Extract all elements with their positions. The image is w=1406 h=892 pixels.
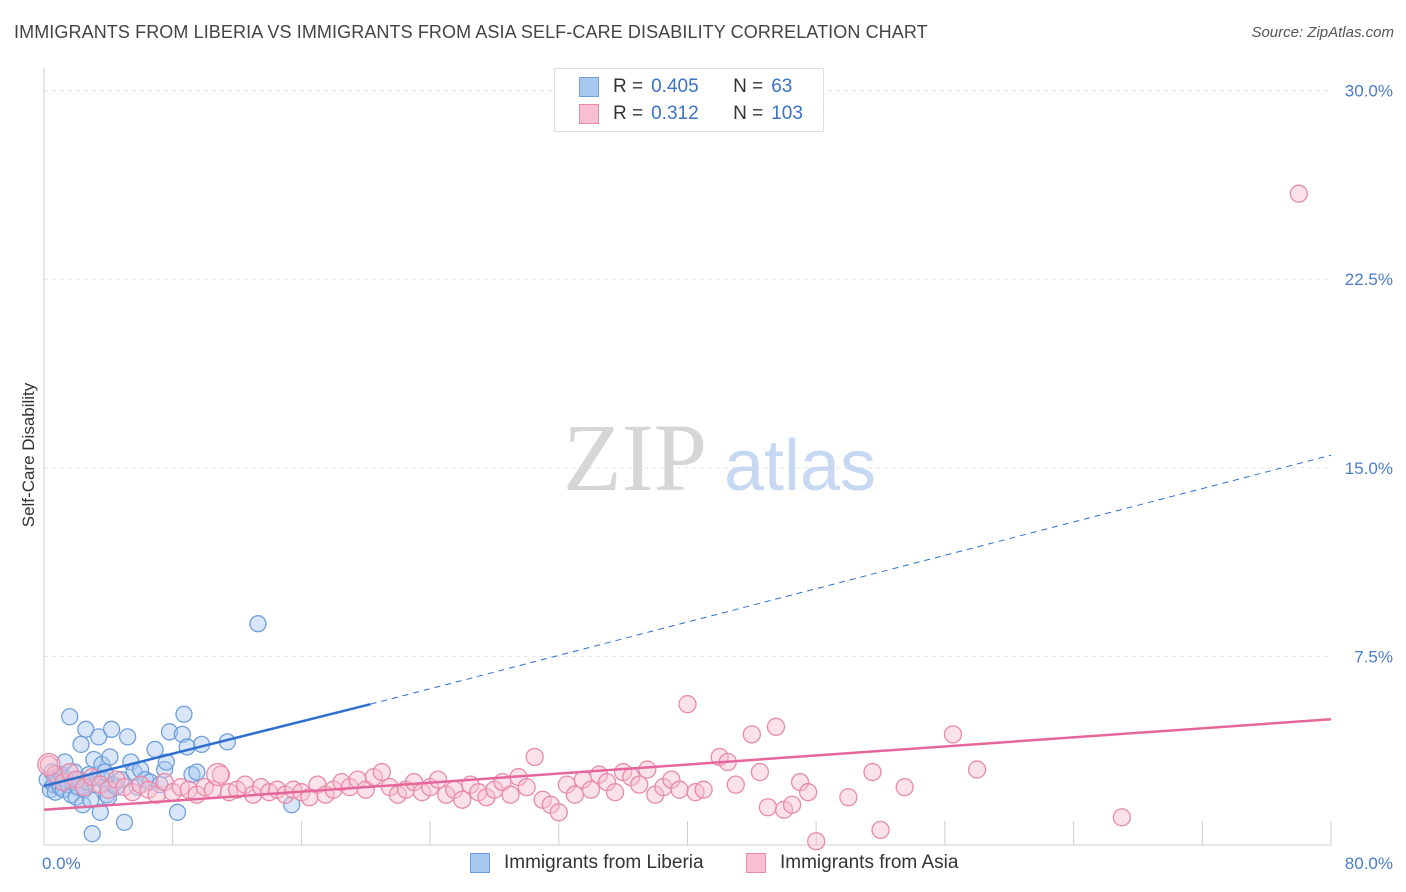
asia-point (678, 695, 697, 714)
legend-n-value: 63 (771, 76, 793, 97)
asia-point (39, 755, 58, 774)
asia-point (1112, 808, 1132, 827)
tick-labels: 7.5% 15.0% 22.5% 30.0% 0.0% 80.0% (42, 82, 1393, 873)
asia-point (581, 780, 601, 799)
legend-n-label: N = (733, 76, 764, 97)
series-legend: Immigrants from Liberia Immigrants from … (0, 852, 1406, 878)
asia-point (758, 798, 778, 817)
legend-row-liberia: R = 0.405 N = 63 (579, 75, 792, 99)
source-label: Source: ZipAtlas.com (1251, 24, 1394, 41)
asia-point (782, 795, 802, 814)
asia-point (501, 785, 520, 804)
liberia-point (91, 803, 109, 821)
asia-point (428, 770, 448, 789)
liberia-point (160, 723, 179, 741)
asia-point (206, 762, 230, 787)
legend-swatch-liberia (579, 77, 599, 97)
legend-item-asia[interactable]: Immigrants from Asia (746, 852, 958, 874)
liberia-point (90, 728, 108, 746)
liberia-point (61, 708, 79, 726)
legend-r-label: R = (613, 76, 644, 97)
liberia-point (102, 720, 121, 738)
legend-label-liberia: Immigrants from Liberia (504, 852, 704, 873)
legend-n-value: 103 (771, 103, 803, 124)
asia-point (565, 785, 585, 804)
watermark-zip: ZIP (563, 404, 707, 511)
watermark: ZIP atlas (563, 404, 876, 511)
liberia-point (101, 748, 119, 766)
x-tick-label: 80.0% (1345, 854, 1393, 873)
liberia-point (175, 705, 193, 723)
asia-point (871, 820, 890, 840)
liberia-point (283, 796, 301, 814)
asia-point (726, 775, 745, 794)
liberia-point (83, 825, 101, 843)
asia-point (694, 780, 713, 799)
asia-point (453, 790, 472, 809)
asia-point (1289, 184, 1308, 203)
stats-legend: R = 0.405 N = 63 R = 0.312 N = 103 (554, 68, 824, 132)
liberia-point (157, 753, 175, 771)
legend-label-asia: Immigrants from Asia (780, 852, 959, 873)
asia-point (863, 762, 882, 782)
asia-point (372, 762, 391, 782)
asia-trend-line (43, 718, 1332, 812)
asia-point (807, 832, 826, 851)
asia-point (37, 752, 61, 777)
asia-point (742, 725, 761, 744)
y-tick-label: 22.5% (1345, 270, 1393, 289)
asia-point (525, 747, 544, 767)
legend-r-label: R = (613, 103, 644, 124)
axes (43, 68, 1331, 846)
legend-row-asia: R = 0.312 N = 103 (579, 102, 803, 126)
data-points (37, 184, 1308, 851)
liberia-point (119, 728, 137, 746)
y-tick-label: 30.0% (1345, 82, 1393, 101)
asia-point (967, 760, 987, 779)
liberia-point (72, 735, 90, 754)
chart-title: IMMIGRANTS FROM LIBERIA VS IMMIGRANTS FR… (14, 22, 928, 42)
legend-swatch-liberia (470, 853, 490, 873)
liberia-point (183, 765, 201, 784)
asia-point (517, 778, 536, 797)
liberia-point (146, 740, 164, 759)
asia-point (766, 717, 786, 736)
asia-point (839, 788, 858, 807)
y-axis-label: Self-Care Disability (19, 382, 38, 527)
asia-point (670, 780, 689, 799)
x-tick-label: 0.0% (42, 854, 81, 873)
legend-n-label: N = (733, 103, 764, 124)
asia-point (549, 803, 568, 822)
legend-r-value: 0.312 (651, 103, 699, 124)
legend-r-value: 0.405 (651, 76, 699, 97)
asia-point (799, 783, 818, 802)
legend-item-liberia[interactable]: Immigrants from Liberia (470, 852, 704, 874)
asia-point (605, 783, 625, 802)
asia-point (895, 778, 914, 797)
liberia-point (77, 720, 95, 738)
y-tick-label: 7.5% (1354, 647, 1393, 666)
legend-swatch-asia (579, 104, 599, 124)
liberia-point (249, 615, 267, 633)
liberia-point (188, 763, 206, 781)
asia-point (750, 762, 770, 782)
liberia-trend-line (43, 702, 371, 788)
asia-point (943, 725, 963, 744)
liberia-point (115, 813, 134, 832)
trend-lines (43, 454, 1332, 812)
watermark-atlas: atlas (724, 426, 876, 506)
y-tick-label: 15.0% (1345, 459, 1393, 478)
liberia-point (168, 803, 187, 821)
liberia-trend-extension (370, 454, 1332, 705)
asia-point (638, 760, 657, 779)
asia-point (630, 775, 649, 794)
legend-swatch-asia (746, 853, 766, 873)
asia-point (211, 765, 231, 784)
